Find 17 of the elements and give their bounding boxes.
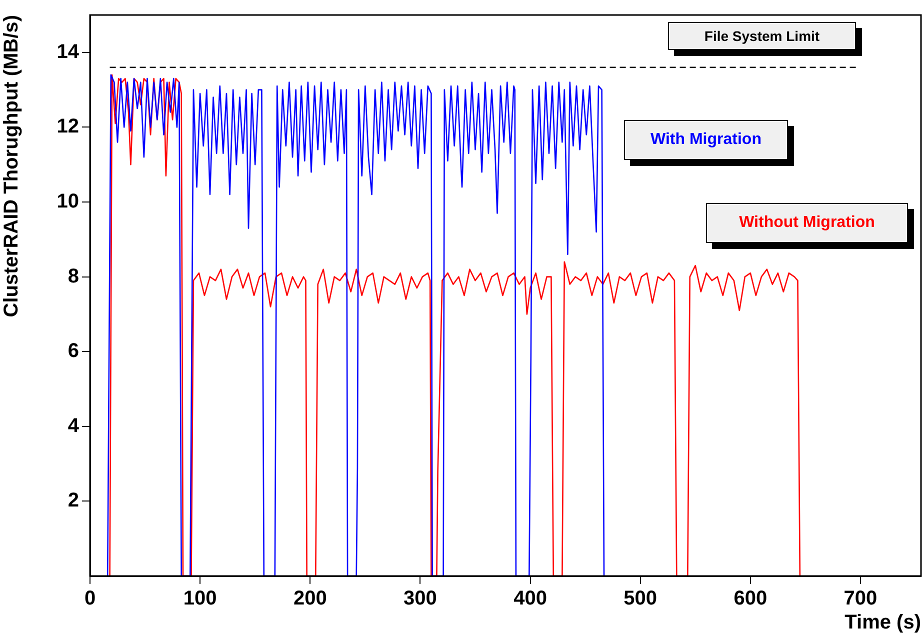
y-tick-label: 4 bbox=[68, 414, 80, 437]
y-tick-label: 6 bbox=[68, 340, 79, 362]
x-tick-label: 700 bbox=[844, 588, 878, 610]
x-tick-label: 100 bbox=[183, 588, 217, 610]
x-tick-label: 600 bbox=[734, 588, 768, 610]
x-tick-label: 500 bbox=[624, 588, 658, 610]
y-tick-label: 14 bbox=[56, 40, 80, 63]
y-axis-title: ClusterRAID Thorughput (MB/s) bbox=[0, 15, 23, 318]
y-tick-label: 12 bbox=[56, 116, 79, 138]
y-tick-label: 8 bbox=[68, 265, 79, 288]
y-tick-label: 2 bbox=[68, 490, 79, 512]
x-axis-title: Time (s) bbox=[844, 612, 921, 634]
x-tick-label: 400 bbox=[514, 588, 547, 610]
x-tick-label: 0 bbox=[84, 588, 96, 610]
x-tick-label: 300 bbox=[404, 588, 437, 610]
x-tick-label: 200 bbox=[293, 588, 327, 610]
y-tick-label: 10 bbox=[56, 190, 79, 213]
